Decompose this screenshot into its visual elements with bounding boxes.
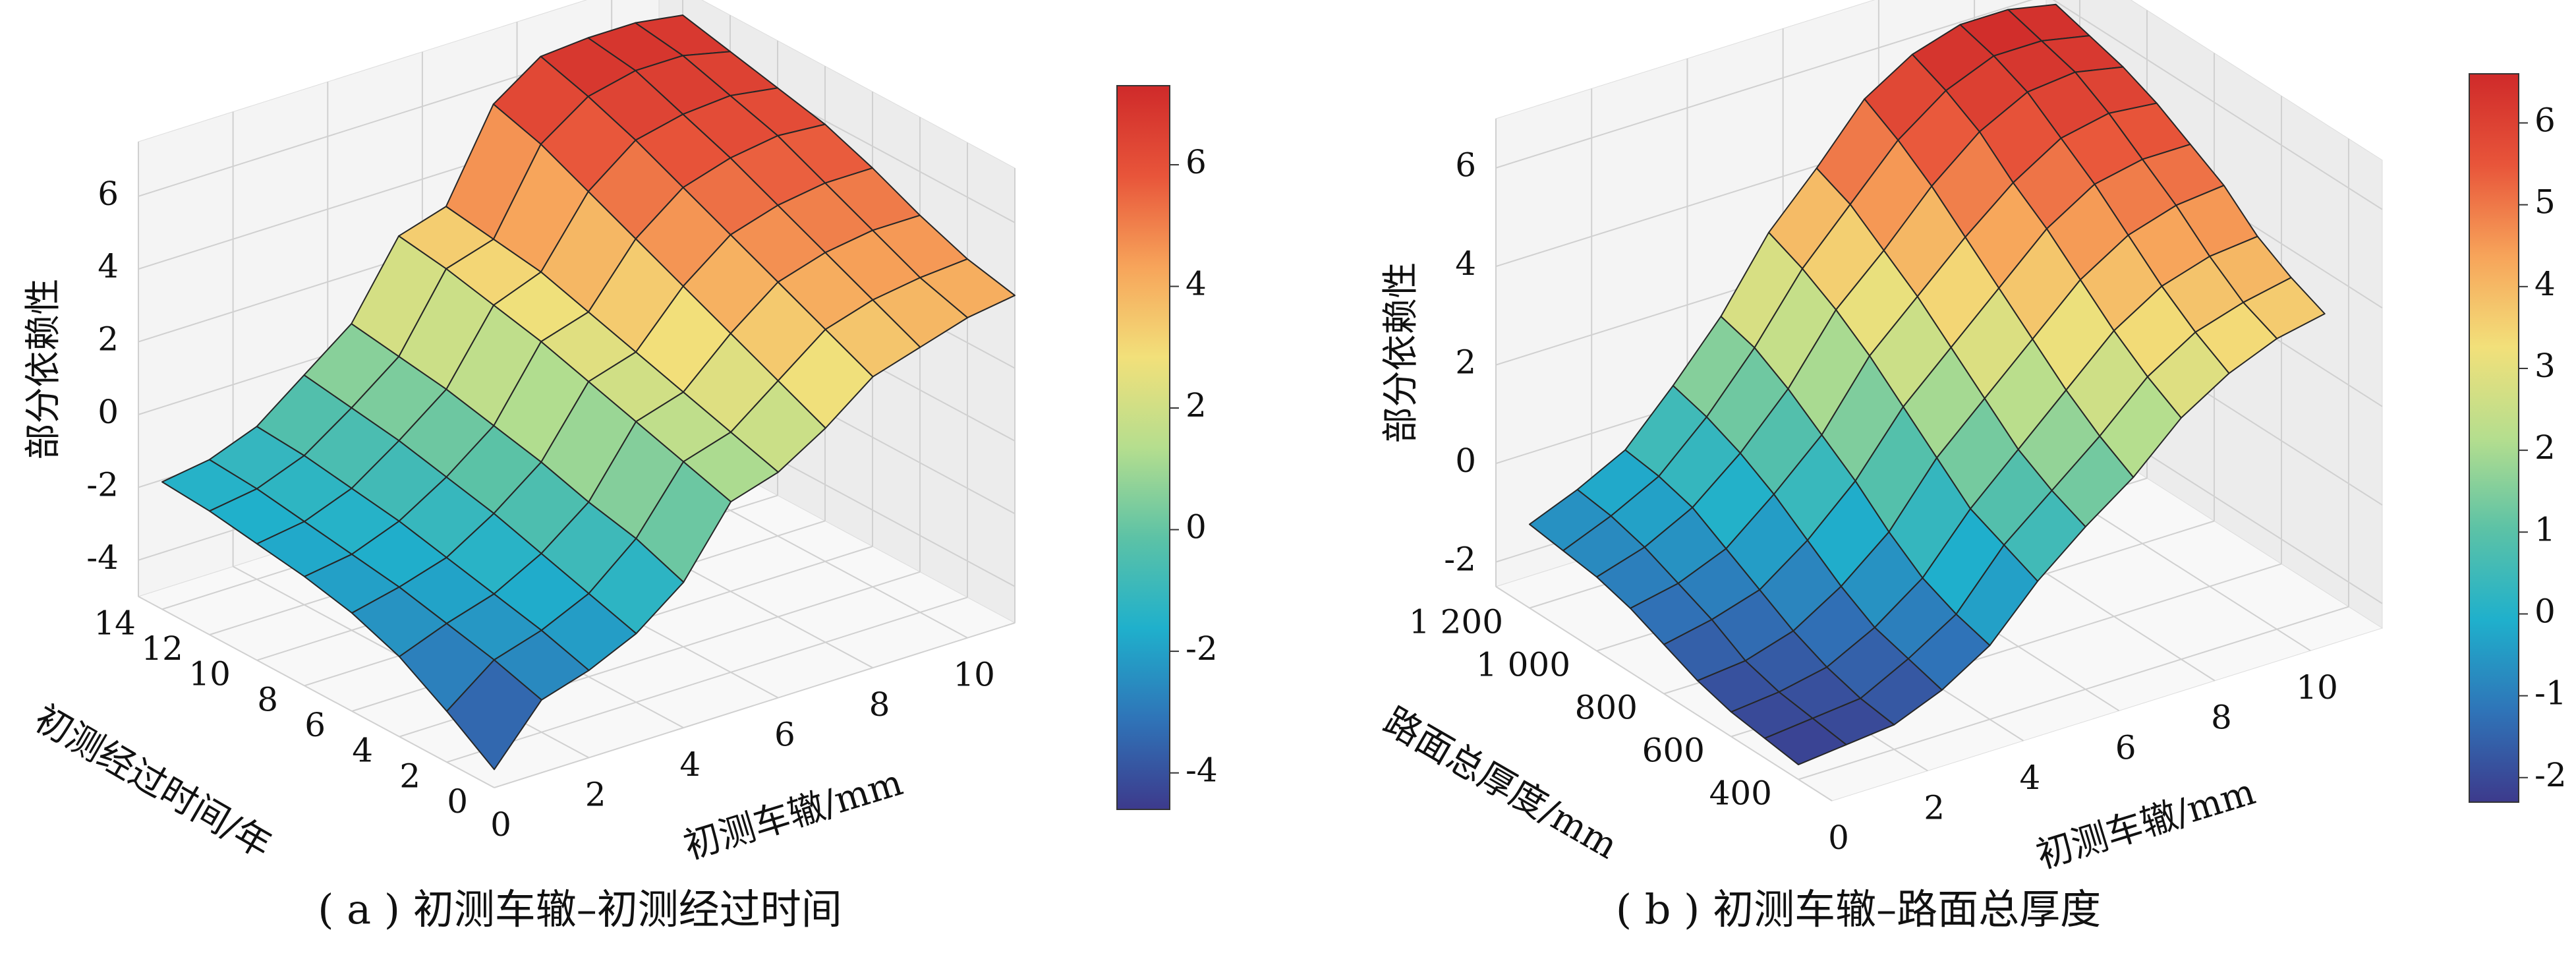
- y-tick-label: 12: [141, 629, 183, 668]
- colorbar-tick-label: 4: [2534, 265, 2556, 303]
- z-tick-label: -2: [1444, 540, 1476, 579]
- z-tick-label: -4: [86, 539, 119, 577]
- y-tick-label: 8: [257, 680, 278, 718]
- x-tick-label: 6: [774, 716, 795, 754]
- colorbar-tick-label: -1: [2534, 674, 2567, 713]
- surface-cell: [1764, 717, 1847, 766]
- x-tick-label: 8: [2211, 699, 2232, 737]
- colorbar-tick-label: 5: [2534, 183, 2556, 221]
- x-tick-label: 8: [869, 685, 890, 724]
- x-tick-label: 10: [953, 656, 995, 694]
- colorbar: [1116, 85, 1170, 810]
- y-axis-label: 初测经过时间/年: [28, 697, 279, 866]
- y-tick-label: 1 000: [1476, 646, 1570, 684]
- x-tick-label: 2: [1924, 788, 1945, 827]
- x-tick-label: 10: [2296, 668, 2338, 707]
- colorbar-tick-label: 3: [2534, 347, 2556, 385]
- colorbar-tick-label: 0: [1186, 508, 1207, 546]
- colorbar-tick-label: -4: [1186, 751, 1218, 790]
- colorbar-tick-label: -2: [2534, 756, 2567, 794]
- x-tick-label: 2: [585, 776, 606, 814]
- x-tick-label: 0: [1828, 819, 1849, 857]
- y-tick-label: 10: [188, 655, 231, 693]
- colorbar-tick-label: 6: [2534, 101, 2556, 139]
- x-tick-label: 0: [490, 805, 511, 844]
- y-tick-label: 4: [352, 732, 373, 770]
- grid-line: [2052, 0, 2383, 210]
- z-tick-label: -2: [86, 465, 119, 504]
- grid-line: [1495, 0, 2034, 169]
- y-tick-label: 1 200: [1409, 603, 1503, 641]
- x-tick-label: 4: [2020, 759, 2041, 797]
- y-tick-label: 6: [304, 706, 326, 744]
- colorbar-tick-label: 2: [2534, 428, 2556, 467]
- x-tick-label: 6: [2115, 728, 2136, 767]
- z-axis-label: 部分依赖性: [1379, 262, 1421, 443]
- grid-line: [446, 597, 968, 763]
- z-tick-label: 6: [1455, 146, 1476, 185]
- y-tick-label: 2: [399, 757, 420, 795]
- y-tick-label: 600: [1642, 732, 1705, 770]
- y-tick-label: 800: [1575, 689, 1638, 727]
- x-axis-label: 初测车辙/mm: [2032, 770, 2260, 876]
- x-axis-label: 初测车辙/mm: [679, 761, 907, 867]
- y-tick-label: 14: [94, 604, 136, 642]
- grid-line: [494, 622, 1016, 788]
- z-axis-label: 部分依赖性: [22, 278, 64, 459]
- caption: ( a ) 初测车辙–初测经过时间: [318, 885, 842, 933]
- y-tick-label: 0: [447, 782, 468, 821]
- z-tick-label: 0: [98, 393, 119, 431]
- colorbar-tick-label: -2: [1186, 629, 1218, 668]
- z-tick-label: 4: [98, 247, 119, 285]
- y-tick-label: 400: [1709, 774, 1772, 813]
- z-tick-label: 2: [1455, 343, 1476, 382]
- colorbar-tick-label: 6: [1186, 143, 1207, 181]
- colorbar-tick-label: 0: [2534, 592, 2556, 630]
- z-tick-label: 6: [98, 175, 119, 213]
- surface-cell: [446, 659, 542, 771]
- z-tick-label: 2: [98, 320, 119, 359]
- colorbar-tick-label: 1: [2534, 510, 2556, 548]
- z-tick-label: 4: [1455, 245, 1476, 283]
- grid-line: [138, 596, 495, 788]
- x-tick-label: 4: [679, 745, 701, 784]
- caption: ( b ) 初测车辙–路面总厚度: [1616, 885, 2101, 933]
- colorbar: [2469, 73, 2519, 803]
- colorbar-tick-label: 4: [1186, 264, 1207, 303]
- z-tick-label: 0: [1455, 442, 1476, 480]
- colorbar-tick-label: 2: [1186, 386, 1207, 424]
- grid-line: [1798, 606, 2349, 780]
